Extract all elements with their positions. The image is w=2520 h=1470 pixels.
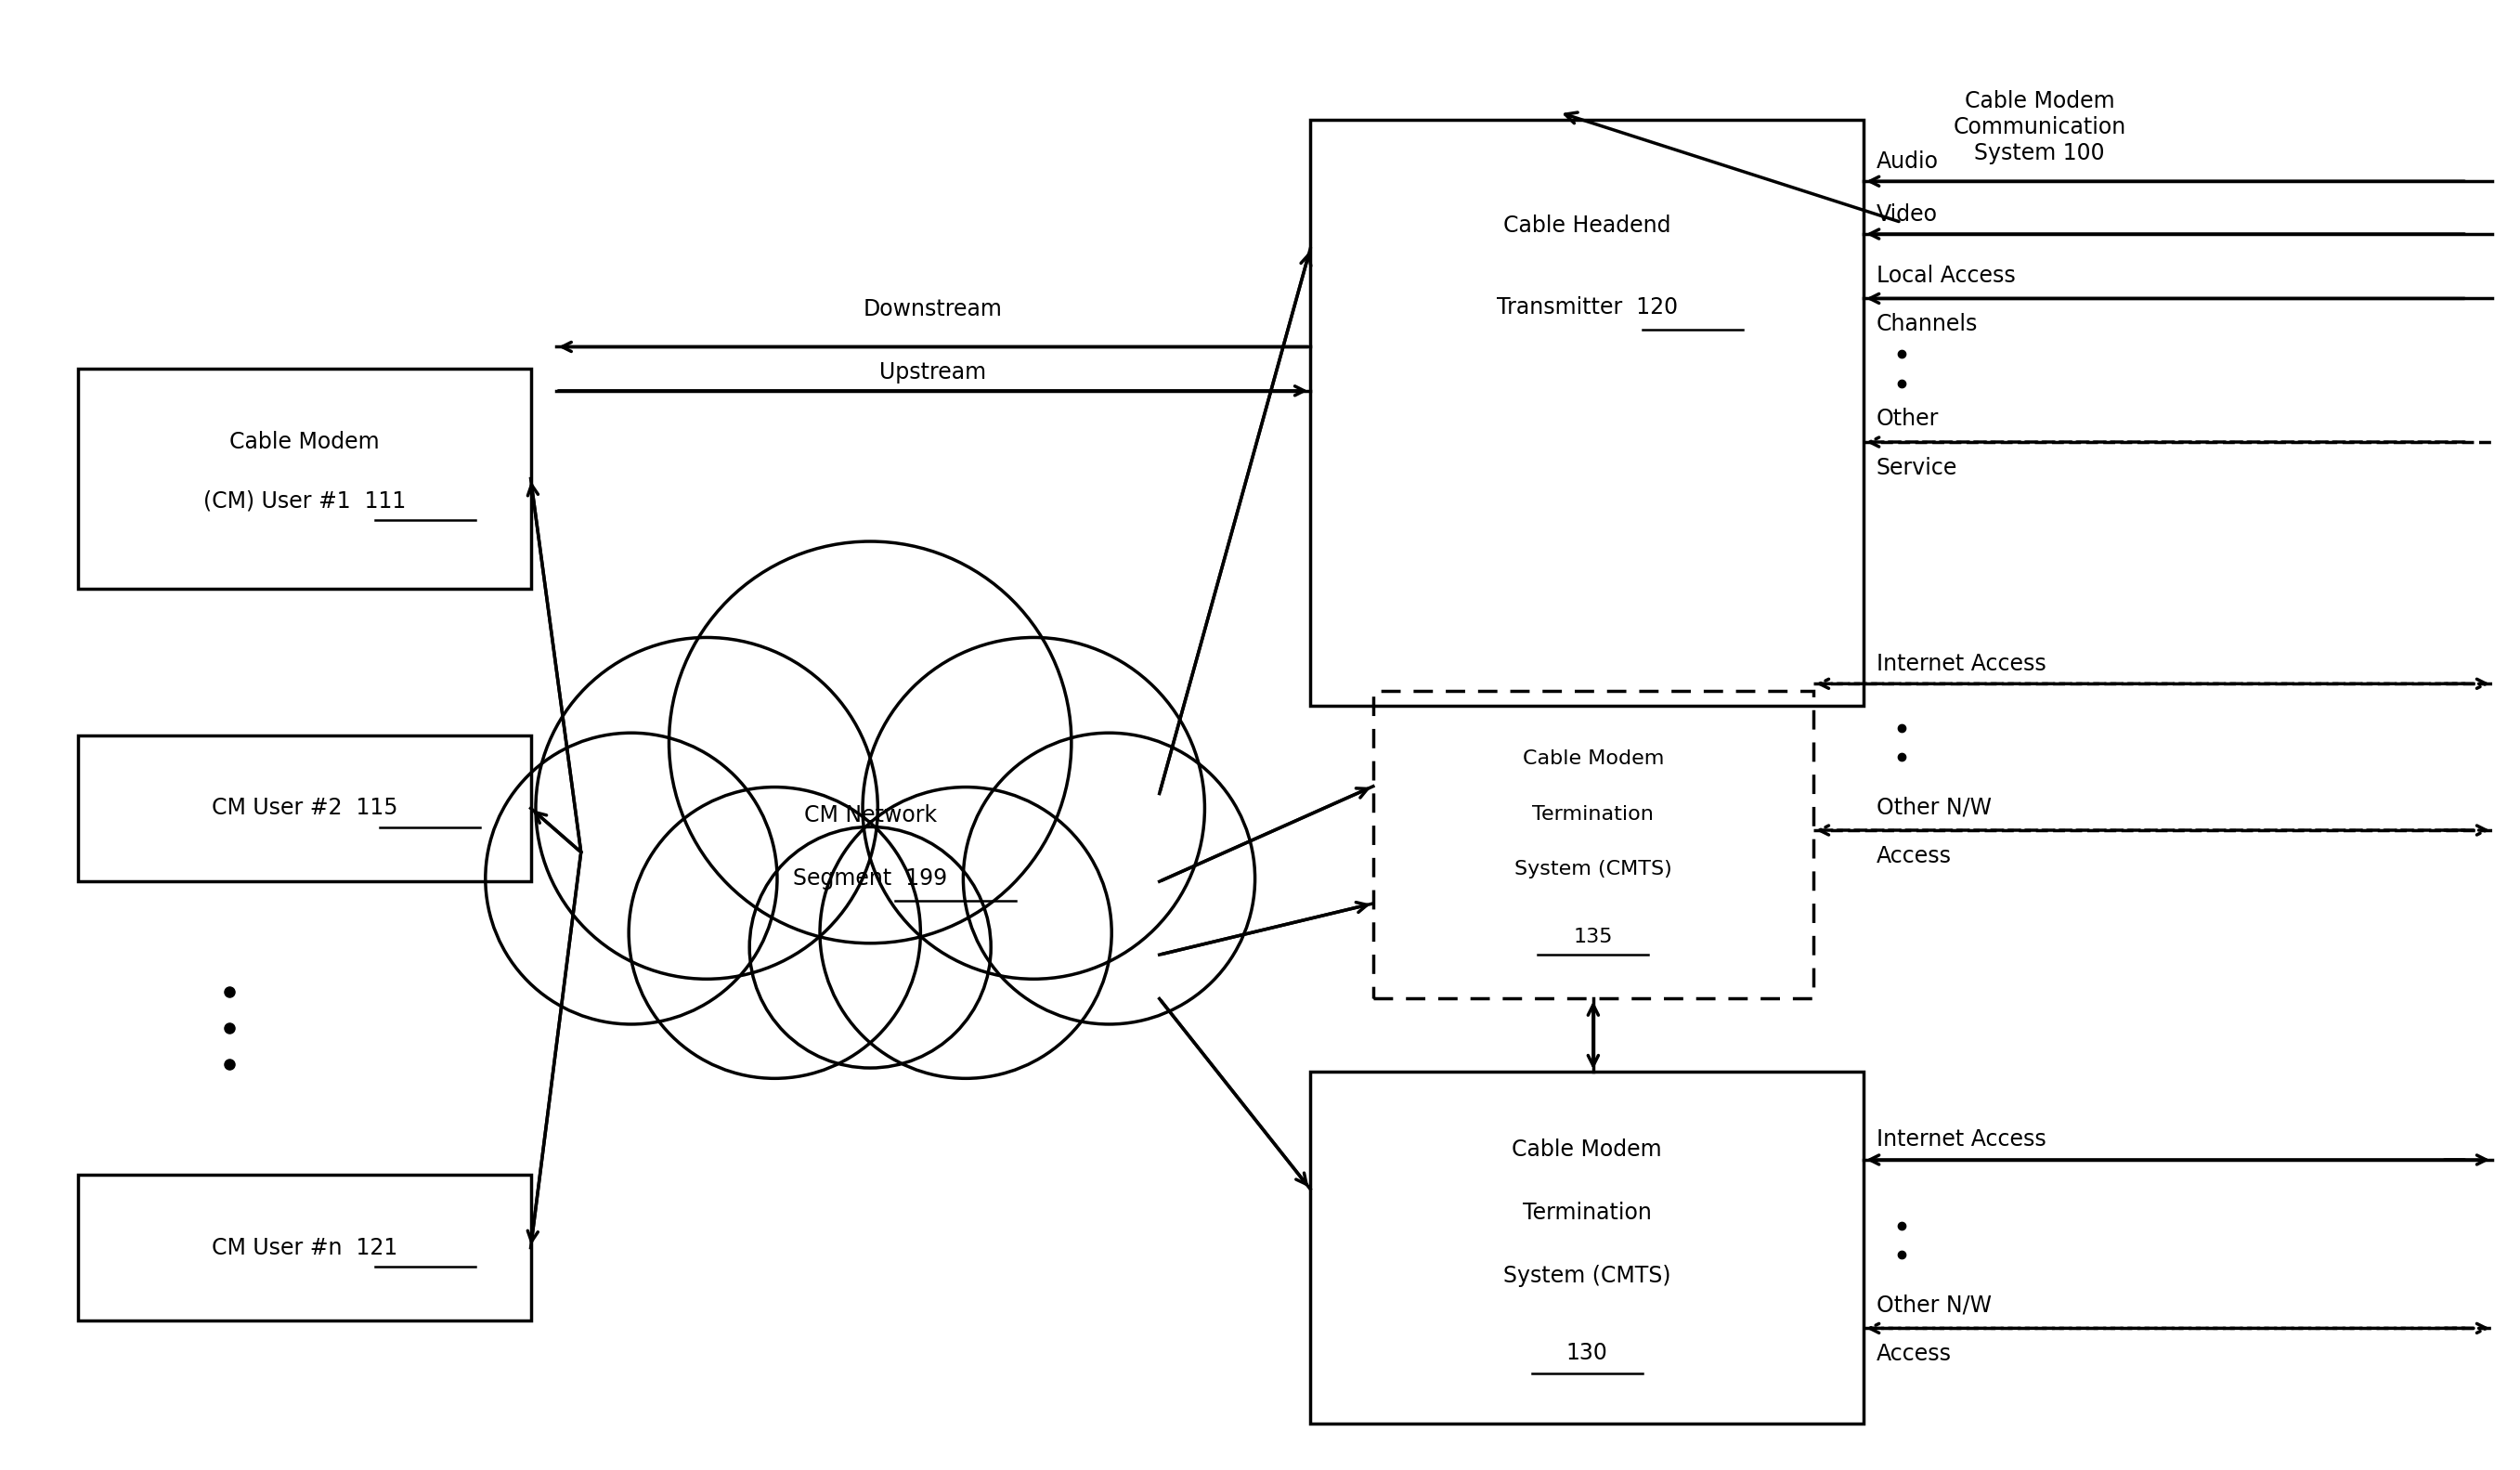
- Text: Other N/W: Other N/W: [1875, 797, 1991, 819]
- Text: 135: 135: [1572, 928, 1613, 947]
- Text: Access: Access: [1875, 845, 1950, 867]
- Text: Cable Modem: Cable Modem: [1522, 750, 1663, 767]
- Ellipse shape: [537, 638, 877, 979]
- Text: Service: Service: [1875, 457, 1958, 479]
- Text: 130: 130: [1565, 1342, 1608, 1364]
- Text: (CM) User #1  111: (CM) User #1 111: [204, 490, 406, 512]
- Text: Access: Access: [1875, 1344, 1950, 1366]
- Text: CM Network: CM Network: [804, 804, 937, 826]
- Ellipse shape: [748, 826, 990, 1067]
- Text: System (CMTS): System (CMTS): [1502, 1264, 1671, 1286]
- Text: Channels: Channels: [1875, 313, 1978, 335]
- Text: Cable Modem: Cable Modem: [229, 431, 381, 453]
- Ellipse shape: [862, 638, 1205, 979]
- Bar: [78, 369, 532, 588]
- Bar: [78, 1175, 532, 1322]
- Ellipse shape: [963, 734, 1255, 1025]
- Text: Termination: Termination: [1532, 804, 1653, 823]
- Text: Cable Headend: Cable Headend: [1502, 215, 1671, 237]
- Text: Audio: Audio: [1875, 150, 1938, 172]
- Text: Video: Video: [1875, 203, 1938, 225]
- Text: CM User #2  115: CM User #2 115: [212, 797, 398, 819]
- Text: Other: Other: [1875, 409, 1938, 431]
- Bar: [1310, 1072, 1865, 1423]
- Text: Termination: Termination: [1522, 1201, 1651, 1223]
- Text: Local Access: Local Access: [1875, 265, 2016, 287]
- Text: Other N/W: Other N/W: [1875, 1294, 1991, 1317]
- Bar: [1373, 691, 1814, 998]
- Text: Internet Access: Internet Access: [1875, 653, 2046, 675]
- Ellipse shape: [630, 786, 920, 1079]
- Bar: [1310, 119, 1865, 706]
- Text: Transmitter  120: Transmitter 120: [1497, 295, 1678, 319]
- Text: Internet Access: Internet Access: [1875, 1129, 2046, 1151]
- Text: Cable Modem
Communication
System 100: Cable Modem Communication System 100: [1953, 90, 2127, 165]
- Text: Cable Modem: Cable Modem: [1512, 1138, 1663, 1160]
- Text: Segment  199: Segment 199: [794, 867, 948, 889]
- Text: System (CMTS): System (CMTS): [1515, 860, 1673, 879]
- Ellipse shape: [668, 541, 1071, 944]
- Text: Upstream: Upstream: [879, 362, 985, 384]
- Text: CM User #n  121: CM User #n 121: [212, 1236, 398, 1258]
- Text: Downstream: Downstream: [864, 298, 1003, 320]
- Ellipse shape: [819, 786, 1111, 1079]
- Bar: [78, 735, 532, 882]
- Ellipse shape: [486, 734, 776, 1025]
